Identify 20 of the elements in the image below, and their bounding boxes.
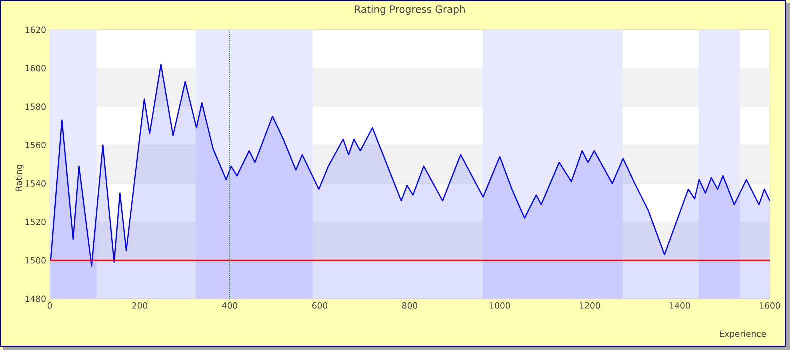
x-tick-label: 1400: [670, 302, 690, 309]
y-tick-label: 1500: [26, 257, 46, 264]
x-tick-label: 800: [402, 302, 418, 309]
y-tick-label: 1560: [26, 142, 46, 148]
y-tick-label: 1480: [26, 296, 46, 302]
x-tick-label: 600: [312, 302, 328, 309]
x-axis-title: Experience: [720, 330, 766, 339]
y-tick-label: 1620: [26, 26, 46, 34]
y-tick-label: 1520: [26, 218, 46, 226]
y-axis-title: Rating: [16, 165, 24, 191]
y-tick-label: 1600: [26, 65, 46, 72]
x-tick-label: 1600: [760, 302, 780, 309]
chart-title: Rating Progress Graph: [355, 5, 465, 16]
x-tick-label: 0: [48, 302, 52, 309]
x-tick-label: 200: [132, 302, 148, 309]
y-tick-label: 1580: [26, 104, 46, 110]
x-tick-label: 1000: [490, 302, 510, 309]
x-tick-label: 400: [222, 302, 238, 309]
y-tick-label: 1540: [26, 180, 46, 187]
x-tick-label: 1200: [580, 302, 600, 309]
